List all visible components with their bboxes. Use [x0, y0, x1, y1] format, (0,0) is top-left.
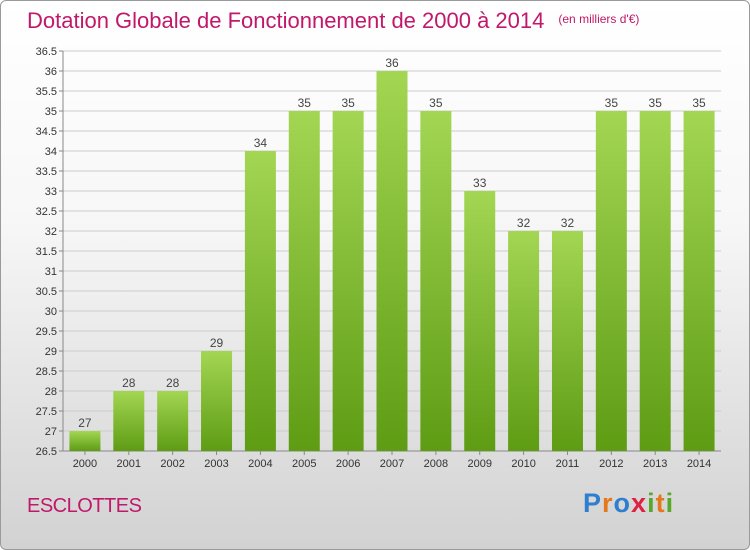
y-tick-label: 29 [45, 346, 57, 358]
bar-2004 [244, 151, 276, 451]
data-label: 28 [122, 376, 136, 390]
x-tick-label: 2010 [511, 458, 535, 470]
data-label: 35 [429, 96, 443, 110]
bar-2009 [464, 191, 496, 451]
x-tick-label: 2002 [160, 458, 184, 470]
y-tick-label: 29.5 [36, 326, 57, 338]
data-label: 29 [210, 336, 224, 350]
x-tick-label: 2006 [336, 458, 360, 470]
data-label: 35 [649, 96, 663, 110]
y-tick-label: 32.5 [36, 206, 57, 218]
bar-2003 [201, 351, 233, 451]
y-tick-label: 32 [45, 226, 57, 238]
y-tick-label: 36.5 [36, 46, 57, 58]
data-label: 35 [605, 96, 619, 110]
y-tick-label: 36 [45, 66, 57, 78]
y-tick-label: 30.5 [36, 286, 57, 298]
data-label: 35 [341, 96, 355, 110]
bar-2013 [639, 111, 671, 451]
bar-2011 [551, 231, 583, 451]
bar-2012 [595, 111, 627, 451]
data-label: 27 [78, 416, 92, 430]
x-tick-label: 2011 [556, 458, 580, 470]
bars [69, 71, 715, 451]
x-tick-label: 2008 [424, 458, 448, 470]
y-tick-label: 34 [45, 146, 57, 158]
bar-2000 [69, 431, 101, 451]
chart-title-text: Dotation Globale de Fonctionnement de 20… [27, 8, 545, 33]
chart-title: Dotation Globale de Fonctionnement de 20… [27, 8, 639, 34]
bar-2005 [288, 111, 320, 451]
y-tick-label: 35 [45, 106, 57, 118]
x-tick-labels: 2000 2001 2002 2003 2004 2005 2006 2007 2008 2009… [73, 458, 712, 470]
x-tick-label: 2013 [643, 458, 667, 470]
data-label: 35 [298, 96, 312, 110]
bar-2010 [508, 231, 540, 451]
bar-2002 [157, 391, 189, 451]
bar-2001 [113, 391, 145, 451]
proxiti-logo: Proxiti [583, 488, 675, 518]
y-tick-label: 35.5 [36, 86, 57, 98]
y-tick-label: 33 [45, 186, 57, 198]
y-tick-label: 28 [45, 386, 57, 398]
y-tick-label: 27.5 [36, 406, 57, 418]
y-tick-label: 27 [45, 426, 57, 438]
y-tick-label: 28.5 [36, 366, 57, 378]
x-tick-label: 2003 [204, 458, 228, 470]
y-tick-label: 33.5 [36, 166, 57, 178]
bar-2007 [376, 71, 408, 451]
y-tick-label: 26.5 [36, 446, 57, 458]
y-tick-label: 34.5 [36, 126, 57, 138]
y-tick-label: 30 [45, 306, 57, 318]
data-label: 28 [166, 376, 180, 390]
x-tick-label: 2009 [467, 458, 491, 470]
data-label: 33 [473, 176, 487, 190]
x-tick-label: 2004 [248, 458, 272, 470]
x-tick-label: 2000 [73, 458, 97, 470]
bar-2006 [332, 111, 364, 451]
x-tick-label: 2012 [599, 458, 623, 470]
commune-name: ESCLOTTES [27, 495, 142, 517]
data-label: 35 [692, 96, 706, 110]
x-tick-label: 2014 [687, 458, 711, 470]
bar-2008 [420, 111, 452, 451]
y-tick-label: 31.5 [36, 246, 57, 258]
data-label: 34 [254, 136, 268, 150]
unit-note: (en milliers d'€) [558, 12, 640, 26]
data-labels: 27 28 28 29 34 35 35 36 35 33 32 32 35 35 35 [78, 56, 706, 430]
x-tick-label: 2001 [117, 458, 141, 470]
data-label: 32 [517, 216, 531, 230]
x-tick-label: 2005 [292, 458, 316, 470]
data-label: 32 [561, 216, 575, 230]
x-tick-label: 2007 [380, 458, 404, 470]
data-label: 36 [385, 56, 399, 70]
y-tick-labels: 26.5 27 27.5 28 28.5 29 29.5 30 30.5 31 31.5 32 32.5… [36, 46, 57, 458]
bar-2014 [683, 111, 715, 451]
y-tick-label: 31 [45, 266, 57, 278]
